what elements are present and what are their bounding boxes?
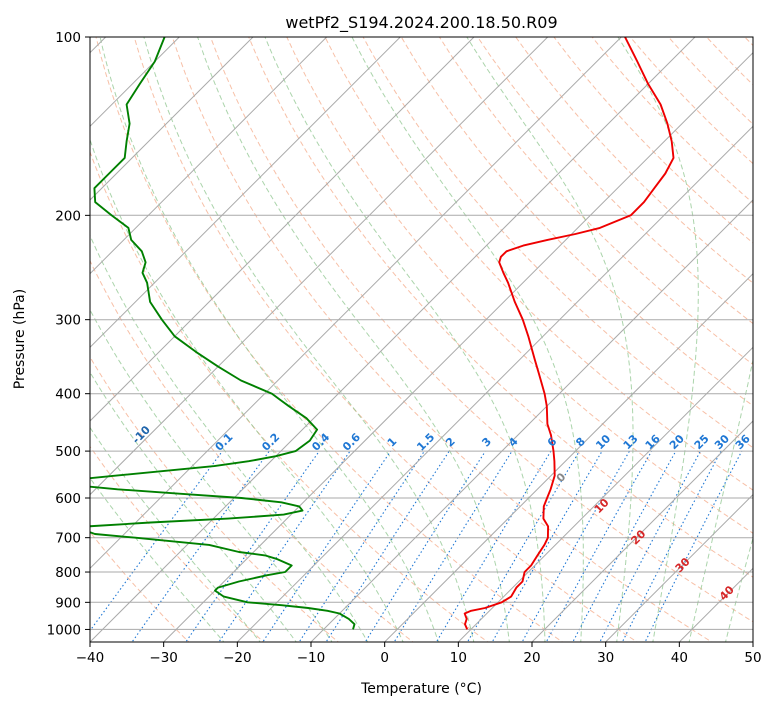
x-tick-label: 20 <box>523 650 540 666</box>
dry-adiabat <box>286 37 753 534</box>
isotherm <box>90 37 549 496</box>
isotherm <box>531 420 753 642</box>
isotherm <box>90 37 475 422</box>
x-axis-label: Temperature (°C) <box>360 681 482 697</box>
dry-adiabat <box>90 356 339 642</box>
dry-adiabat <box>95 37 564 642</box>
x-tick-label: −40 <box>76 650 105 666</box>
isotherm <box>90 37 402 349</box>
moist-adiabat <box>90 371 297 642</box>
y-tick-label: 400 <box>55 387 81 403</box>
dry-adiabat <box>477 37 753 325</box>
y-tick-label: 100 <box>55 30 81 46</box>
mixing-ratio-line <box>325 450 450 642</box>
mixing-ratio-line <box>262 450 392 642</box>
y-axis-label: Pressure (hPa) <box>12 289 28 389</box>
pressure-gridlines <box>90 37 753 630</box>
isotherm <box>90 37 623 570</box>
mixing-ratio-line <box>393 450 513 642</box>
dry-adiabat <box>90 150 489 642</box>
mixing-ratio-line <box>599 450 701 642</box>
isotherm <box>457 346 753 642</box>
moist-adiabat <box>99 37 439 642</box>
y-tick-label: 200 <box>55 208 81 224</box>
dry-adiabat <box>324 37 753 491</box>
mixing-ratio-line <box>466 450 580 642</box>
x-axis-ticks: −40 −30 −20 −10 0 10 20 30 40 50 <box>76 642 762 666</box>
isotherm <box>236 125 753 642</box>
mixing-ratio-line <box>621 450 722 642</box>
x-tick-label: −20 <box>223 650 252 666</box>
moist-adiabat <box>90 477 225 642</box>
plot-frame <box>89 36 754 643</box>
y-tick-label: 900 <box>55 595 81 611</box>
mixing-ratio-line <box>298 450 425 642</box>
plot-area: -100-90-80-70-60-50-40-30-20-10010203040… <box>90 37 753 642</box>
isotherm <box>383 272 753 642</box>
x-tick-label: −10 <box>297 650 326 666</box>
isotherm <box>90 37 328 275</box>
dry-adiabat <box>438 37 753 365</box>
y-tick-label: 1000 <box>47 622 81 638</box>
mixing-ratio-line <box>218 450 351 642</box>
y-tick-label: 700 <box>55 531 81 547</box>
mixing-ratio-line <box>572 450 677 642</box>
x-tick-label: 30 <box>597 650 614 666</box>
isotherm <box>604 493 753 642</box>
y-tick-label: 800 <box>55 565 81 581</box>
x-tick-label: −30 <box>149 650 178 666</box>
temperature-profile <box>463 37 675 630</box>
sounding-profiles <box>90 37 675 630</box>
dry-adiabat <box>362 37 753 449</box>
chart-title: wetPf2_S194.2024.200.18.50.R09 <box>285 13 557 33</box>
isotherm <box>90 37 254 201</box>
y-tick-label: 600 <box>55 491 81 507</box>
dewpoint-profile <box>90 37 356 630</box>
mixing-ratio-line <box>185 450 320 642</box>
mixing-ratio-line <box>131 450 270 642</box>
moist-adiabat <box>90 426 261 642</box>
isotherm <box>310 199 753 642</box>
y-axis-ticks: 100 200 300 400 500 600 700 800 900 1000 <box>47 30 90 638</box>
y-tick-label: 300 <box>55 313 81 329</box>
isotherms <box>90 37 753 642</box>
isotherm <box>90 37 696 642</box>
y-tick-label: 500 <box>55 444 81 460</box>
x-tick-label: 10 <box>450 650 467 666</box>
x-tick-label: 40 <box>671 650 688 666</box>
x-tick-label: 50 <box>744 650 761 666</box>
x-tick-label: 0 <box>380 650 389 666</box>
isotherm <box>162 51 753 642</box>
